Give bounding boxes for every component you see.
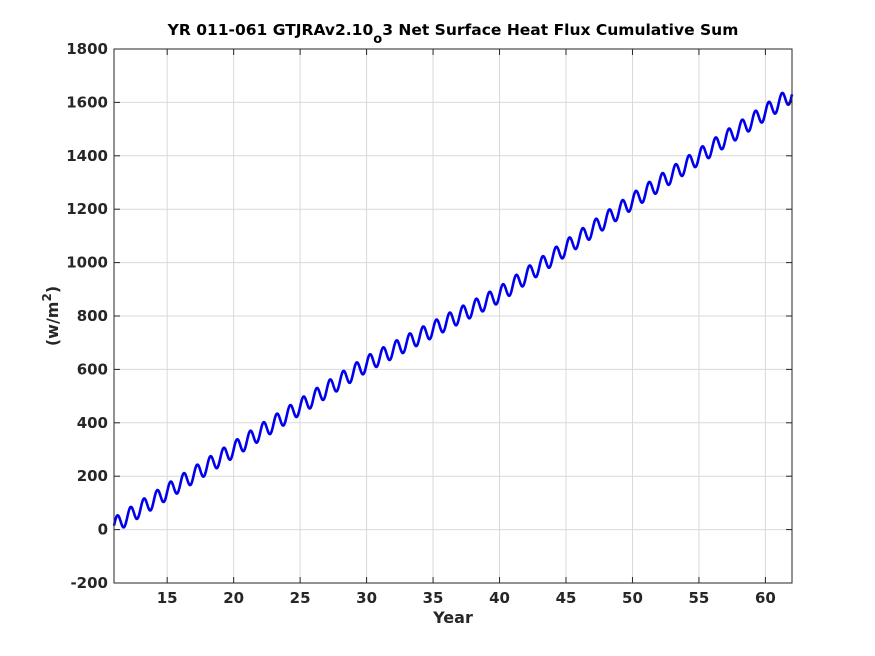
x-tick-label: 50 [622,589,643,607]
y-tick-labels: -200 0 200 400 600 800 1000 1200 1400 1600 1800 [66,40,108,592]
y-tick-label: 0 [98,521,108,539]
y-tick-label: 400 [77,414,108,432]
x-tick-label: 60 [755,589,776,607]
y-tick-label: 200 [77,467,108,485]
chart-title-subscript: o [373,32,382,47]
x-tick-label: 15 [157,589,178,607]
x-tick-label: 20 [223,589,244,607]
x-tick-label: 35 [423,589,444,607]
y-tick-label: 1400 [66,147,108,165]
x-tick-label: 40 [489,589,510,607]
x-tick-label: 30 [356,589,377,607]
y-tick-label: 600 [77,360,108,378]
ticks [114,48,792,584]
y-tick-label: 1600 [66,93,108,111]
chart-title-part-1: YR 011-061 GTJRAv2.10 [167,21,374,39]
grid [114,49,792,583]
y-tick-label: -200 [70,574,108,592]
series-line [112,91,794,529]
y-tick-label: 1000 [66,254,108,272]
chart-title: YR 011-061 GTJRAv2.10o3 Net Surface Heat… [167,21,739,47]
chart-title-part-2: 3 Net Surface Heat Flux Cumulative Sum [382,21,738,39]
x-tick-label: 25 [290,589,311,607]
y-tick-label: 1800 [66,40,108,58]
y-tick-label: 800 [77,307,108,325]
y-axis-label-superscript: 2 [40,293,54,301]
y-tick-label: 1200 [66,200,108,218]
y-axis-label-part-2: ) [43,286,62,293]
x-axis-label: Year [432,608,473,627]
y-axis-label-part-1: (w/m [43,302,62,347]
x-tick-labels: 15 20 25 30 35 40 45 50 55 60 [157,589,776,607]
x-tick-label: 45 [556,589,577,607]
series-group [112,91,794,529]
y-axis-label: (w/m2) [40,286,62,346]
x-tick-label: 55 [689,589,710,607]
